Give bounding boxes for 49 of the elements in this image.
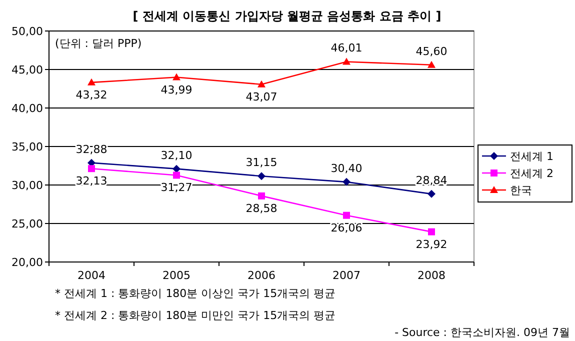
x-tick-label: 2006	[248, 269, 276, 282]
data-label: 26,06	[330, 221, 362, 234]
x-tick-label: 2007	[332, 269, 360, 282]
point	[342, 178, 350, 186]
point	[88, 165, 95, 172]
legend-label: 전세계 2	[510, 167, 554, 180]
text: * 전세계 1 : 통화량이 180분 이상인 국가 15개국의 평균	[55, 287, 336, 300]
point	[258, 80, 266, 88]
point	[172, 73, 180, 80]
data-label: 32,10	[160, 148, 192, 162]
data-label: 30,40	[330, 162, 362, 175]
text: - Source : 한국소비자원. 09년 7월	[394, 326, 570, 339]
point	[428, 60, 436, 68]
point	[258, 172, 266, 180]
x-tick-label: 2005	[162, 269, 190, 282]
point	[88, 78, 96, 86]
y-tick-label: 50,00	[12, 25, 43, 38]
y-tick-label: 40,00	[12, 102, 43, 115]
data-label: 43,32	[76, 88, 108, 102]
data-label: 32,13	[76, 174, 108, 188]
x-tick-label: 2008	[418, 269, 446, 282]
data-label: 32,88	[76, 142, 108, 156]
data-label: 43,99	[160, 83, 192, 96]
point	[428, 228, 435, 236]
annotation: (단위 : 달러 PPP)	[55, 37, 142, 50]
data-label: 31,27	[160, 181, 192, 194]
data-label: 31,15	[246, 156, 278, 170]
y-tick-label: 20,00	[12, 256, 43, 269]
point	[173, 172, 180, 179]
chart-title: [ 전세계 이동통신 가입자당 월평균 음성통화 요금 추이 ]	[132, 9, 442, 23]
point	[258, 192, 265, 200]
text: * 전세계 2 : 통화량이 180분 미만인 국가 15개국의 평균	[55, 309, 336, 322]
y-tick-label: 35,00	[12, 140, 43, 154]
point	[172, 164, 180, 173]
legend-label: 전세계 1	[510, 150, 554, 163]
y-tick-label: 30,00	[12, 179, 43, 192]
x-tick-label: 2004	[78, 269, 106, 282]
point	[428, 190, 436, 198]
data-label: 28,84	[416, 174, 448, 187]
point	[342, 58, 350, 65]
legend-label: 한국	[510, 184, 532, 197]
point	[343, 212, 350, 219]
y-tick-label: 45,00	[12, 64, 43, 76]
data-label: 45,60	[416, 44, 448, 58]
data-label: 43,07	[246, 90, 278, 104]
data-label: 46,01	[330, 42, 362, 55]
data-label: 23,92	[416, 238, 448, 251]
data-label: 28,58	[246, 202, 278, 215]
y-tick-label: 25,00	[12, 218, 43, 230]
